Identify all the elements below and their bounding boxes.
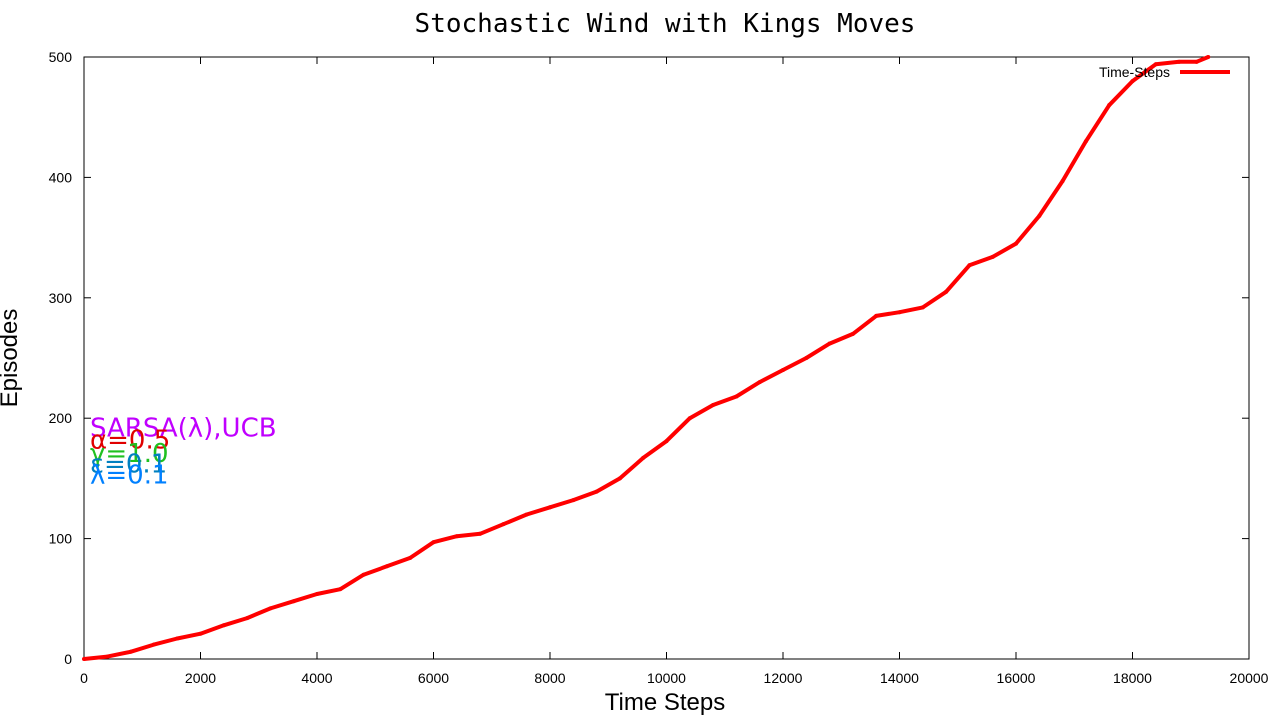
data-point xyxy=(571,498,576,503)
data-point xyxy=(1130,79,1135,84)
x-tick-label: 4000 xyxy=(301,670,332,686)
x-tick-label: 8000 xyxy=(534,670,565,686)
annotation-text: SARSA(λ),UCB xyxy=(90,414,277,444)
data-point xyxy=(781,368,785,373)
x-tick-label: 10000 xyxy=(647,670,686,686)
data-point xyxy=(920,305,925,310)
data-point xyxy=(967,263,972,268)
data-point xyxy=(641,455,646,460)
data-point xyxy=(82,657,86,661)
x-tick-label: 6000 xyxy=(418,670,449,686)
x-tick-label: 12000 xyxy=(764,670,803,686)
data-point xyxy=(804,356,809,360)
y-tick-label: 0 xyxy=(64,651,72,667)
data-point xyxy=(617,476,622,481)
x-axis-label: Time Steps xyxy=(605,689,725,716)
data-point xyxy=(1206,55,1211,59)
y-tick-label: 200 xyxy=(49,410,73,426)
data-point xyxy=(431,540,436,545)
data-point xyxy=(990,254,995,259)
data-point xyxy=(221,623,226,628)
data-point xyxy=(291,599,296,604)
y-tick-label: 300 xyxy=(49,290,73,306)
data-point xyxy=(1060,179,1065,184)
data-point xyxy=(664,439,669,444)
y-axis-label: Episodes xyxy=(0,309,23,408)
x-tick-label: 2000 xyxy=(185,670,216,686)
data-point xyxy=(874,313,879,318)
data-point xyxy=(454,534,459,539)
x-tick-label: 16000 xyxy=(997,670,1036,686)
annotation-text: γ=1.0 xyxy=(90,439,169,469)
x-tick-label: 14000 xyxy=(880,670,919,686)
plot-frame xyxy=(83,56,1250,660)
x-axis: 0 2000 4000 6000 8000 10000 12000 14000 16000 180… xyxy=(80,57,1269,686)
y-tick-label: 100 xyxy=(49,531,73,547)
data-point xyxy=(361,572,366,577)
x-tick-label: 20000 xyxy=(1230,670,1269,686)
data-point xyxy=(594,489,599,494)
data-point xyxy=(827,341,832,346)
data-point xyxy=(687,416,692,421)
data-point xyxy=(175,636,180,641)
data-point xyxy=(1177,59,1182,64)
data-point xyxy=(711,402,716,407)
data-point xyxy=(151,642,156,647)
legend: Time-Steps xyxy=(1099,64,1230,80)
annotation-text: λ=0.1 xyxy=(90,461,169,491)
data-point xyxy=(850,331,855,336)
data-point xyxy=(384,564,389,569)
legend-label: Time-Steps xyxy=(1099,64,1170,80)
data-point xyxy=(1107,103,1112,108)
data-point xyxy=(1037,213,1042,218)
data-point xyxy=(268,606,273,611)
data-point xyxy=(524,512,529,517)
data-point xyxy=(245,616,250,621)
data-point xyxy=(757,380,762,385)
data-point xyxy=(501,522,506,527)
annotation-text: α=0.5 xyxy=(90,426,170,456)
data-point xyxy=(1194,59,1199,64)
y-tick-label: 500 xyxy=(49,49,73,65)
data-point xyxy=(944,289,949,294)
data-point xyxy=(1014,241,1018,246)
data-point xyxy=(198,631,203,636)
data-point xyxy=(548,505,552,510)
x-tick-label: 0 xyxy=(80,670,88,686)
data-point xyxy=(105,654,110,659)
data-point xyxy=(1083,139,1088,144)
annotation-text: ε=0.1 xyxy=(90,450,167,480)
y-axis: 0 100 200 300 400 500 xyxy=(49,49,1249,667)
data-point xyxy=(1153,62,1158,67)
data-point xyxy=(478,531,483,536)
data-point xyxy=(338,587,343,592)
y-tick-label: 400 xyxy=(49,169,73,185)
series-layer xyxy=(82,55,1211,661)
data-point xyxy=(128,649,133,654)
data-point xyxy=(897,310,902,315)
series-line-0 xyxy=(83,55,1209,661)
data-point xyxy=(315,591,319,596)
chart-title: Stochastic Wind with Kings Moves xyxy=(415,9,916,39)
x-tick-label: 18000 xyxy=(1113,670,1152,686)
data-point xyxy=(734,394,739,399)
data-point xyxy=(408,555,413,560)
